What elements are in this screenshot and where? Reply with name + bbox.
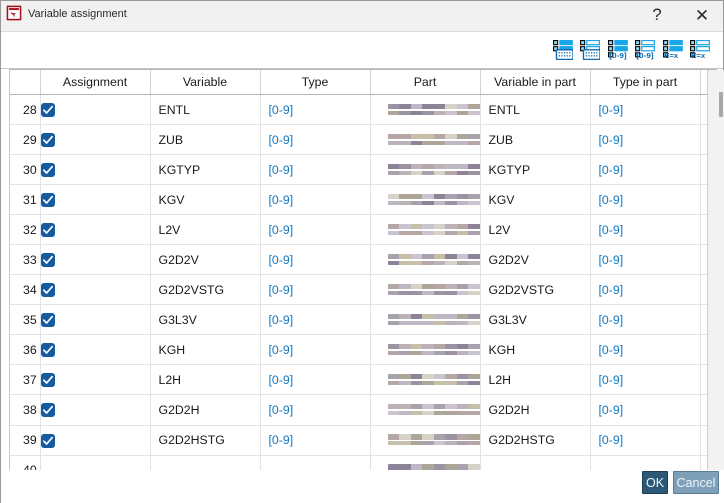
svg-text:[0-9]: [0-9] bbox=[609, 51, 626, 60]
svg-text:E=x: E=x bbox=[664, 51, 678, 60]
svg-text:E=x: E=x bbox=[691, 51, 705, 60]
svg-text:[0-9]: [0-9] bbox=[636, 51, 653, 60]
